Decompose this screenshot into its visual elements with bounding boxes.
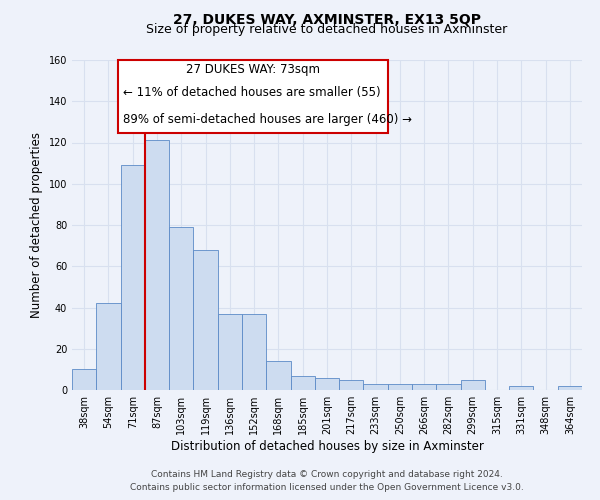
Bar bbox=[315, 378, 339, 390]
Bar bbox=[242, 314, 266, 390]
Y-axis label: Number of detached properties: Number of detached properties bbox=[30, 132, 43, 318]
Bar bbox=[266, 361, 290, 390]
Bar bbox=[558, 386, 582, 390]
FancyBboxPatch shape bbox=[118, 60, 388, 132]
Bar bbox=[388, 384, 412, 390]
Bar bbox=[121, 165, 145, 390]
Bar bbox=[290, 376, 315, 390]
Bar bbox=[461, 380, 485, 390]
Bar bbox=[96, 304, 121, 390]
Bar bbox=[509, 386, 533, 390]
Text: Size of property relative to detached houses in Axminster: Size of property relative to detached ho… bbox=[146, 22, 508, 36]
Text: Contains HM Land Registry data © Crown copyright and database right 2024.
Contai: Contains HM Land Registry data © Crown c… bbox=[130, 470, 524, 492]
Bar bbox=[72, 370, 96, 390]
Bar bbox=[169, 227, 193, 390]
Bar bbox=[364, 384, 388, 390]
Bar bbox=[218, 314, 242, 390]
Bar bbox=[412, 384, 436, 390]
Bar bbox=[339, 380, 364, 390]
Bar bbox=[145, 140, 169, 390]
Bar bbox=[436, 384, 461, 390]
X-axis label: Distribution of detached houses by size in Axminster: Distribution of detached houses by size … bbox=[170, 440, 484, 453]
Text: 27, DUKES WAY, AXMINSTER, EX13 5QP: 27, DUKES WAY, AXMINSTER, EX13 5QP bbox=[173, 12, 481, 26]
Text: 27 DUKES WAY: 73sqm: 27 DUKES WAY: 73sqm bbox=[186, 64, 320, 76]
Text: ← 11% of detached houses are smaller (55): ← 11% of detached houses are smaller (55… bbox=[123, 86, 380, 99]
Bar bbox=[193, 250, 218, 390]
Text: 89% of semi-detached houses are larger (460) →: 89% of semi-detached houses are larger (… bbox=[123, 113, 412, 126]
